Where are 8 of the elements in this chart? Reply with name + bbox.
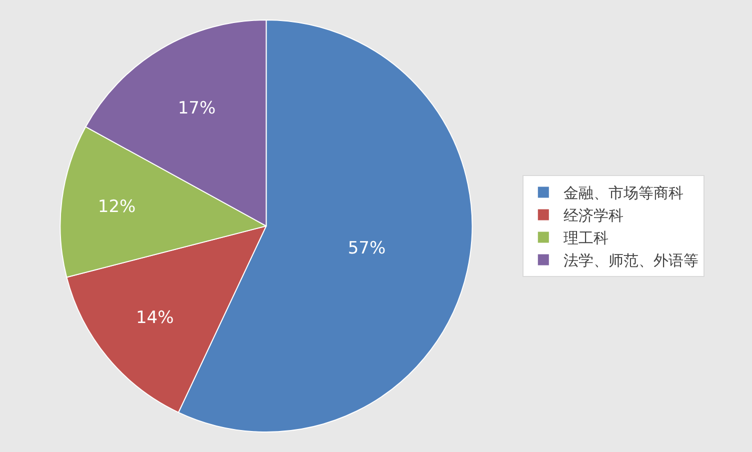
data-label: 17%: [178, 98, 216, 118]
data-label: 12%: [98, 197, 136, 218]
legend-label: 金融、市场等商科: [563, 184, 684, 202]
data-label: 57%: [348, 238, 386, 258]
legend-label: 经济学科: [563, 206, 624, 225]
legend-label: 理工科: [563, 229, 608, 248]
legend-label: 法学、师范、外语等: [563, 252, 698, 270]
data-label: 14%: [136, 308, 174, 328]
